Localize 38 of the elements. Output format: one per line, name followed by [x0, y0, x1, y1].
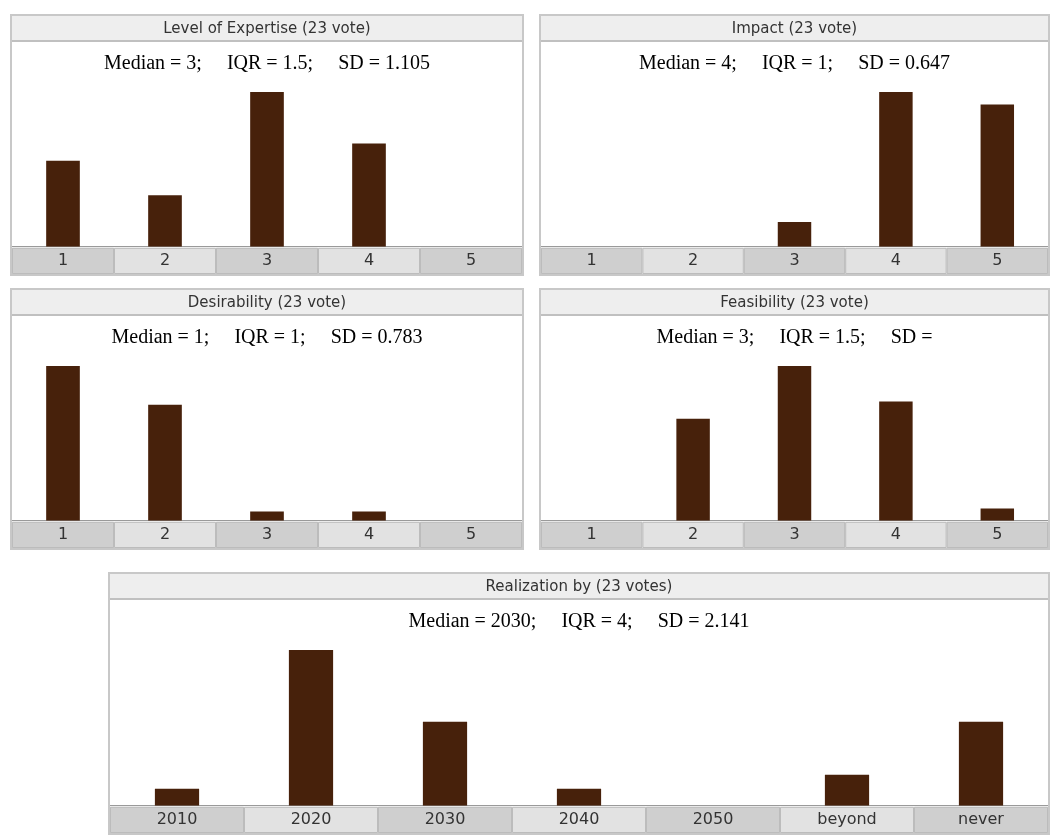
x-tick-label: 2050 [692, 808, 734, 828]
x-tick-label: 3 [261, 249, 273, 269]
chart-title: Feasibility (23 vote) [541, 290, 1048, 316]
x-tick-label: 4 [890, 523, 901, 543]
chart-title: Realization by (23 votes) [110, 574, 1048, 600]
x-tick-label: 2 [159, 249, 171, 269]
x-tick-label: beyond [817, 808, 877, 828]
x-tick-label: 4 [363, 249, 375, 269]
x-tick-label: 5 [465, 249, 477, 269]
x-tick-label: 5 [465, 523, 477, 543]
x-tick-label: 2030 [424, 808, 466, 828]
x-tick-label: 4 [363, 523, 375, 543]
x-tick-label: 5 [992, 249, 1003, 269]
bar [980, 508, 1015, 521]
x-tick-label: 3 [789, 523, 800, 543]
x-tick-label: 1 [57, 523, 69, 543]
x-tick-label: 1 [586, 523, 597, 543]
chart-subtitle: Median = 1; IQR = 1; SD = 0.783 [110, 324, 424, 349]
x-tick-label: 3 [261, 523, 273, 543]
chart-title: Desirability (23 vote) [12, 290, 522, 316]
x-tick-label: 2 [688, 523, 699, 543]
x-tick-label: 4 [890, 249, 901, 269]
x-tick-label: 1 [586, 249, 597, 269]
chart-subtitle: Median = 4; IQR = 1; SD = 0.647 [637, 50, 952, 75]
x-tick-label: 2040 [558, 808, 600, 828]
x-tick-label: 2 [688, 249, 699, 269]
x-tick-label: 2 [159, 523, 171, 543]
chart-subtitle: Median = 3; IQR = 1.5; SD = 1.105 [102, 50, 432, 75]
chart-title: Level of Expertise (23 vote) [12, 16, 522, 42]
x-tick-label: 3 [789, 249, 800, 269]
chart-subtitle: Median = 2030; IQR = 4; SD = 2.141 [407, 608, 751, 633]
x-tick-label: 2010 [156, 808, 198, 828]
x-tick-label: 1 [57, 249, 69, 269]
chart-subtitle: Median = 3; IQR = 1.5; SD = [655, 324, 934, 349]
x-tick-label: 2020 [290, 808, 332, 828]
x-tick-label: never [958, 808, 1005, 828]
x-tick-label: 5 [992, 523, 1003, 543]
chart-title: Impact (23 vote) [541, 16, 1048, 42]
